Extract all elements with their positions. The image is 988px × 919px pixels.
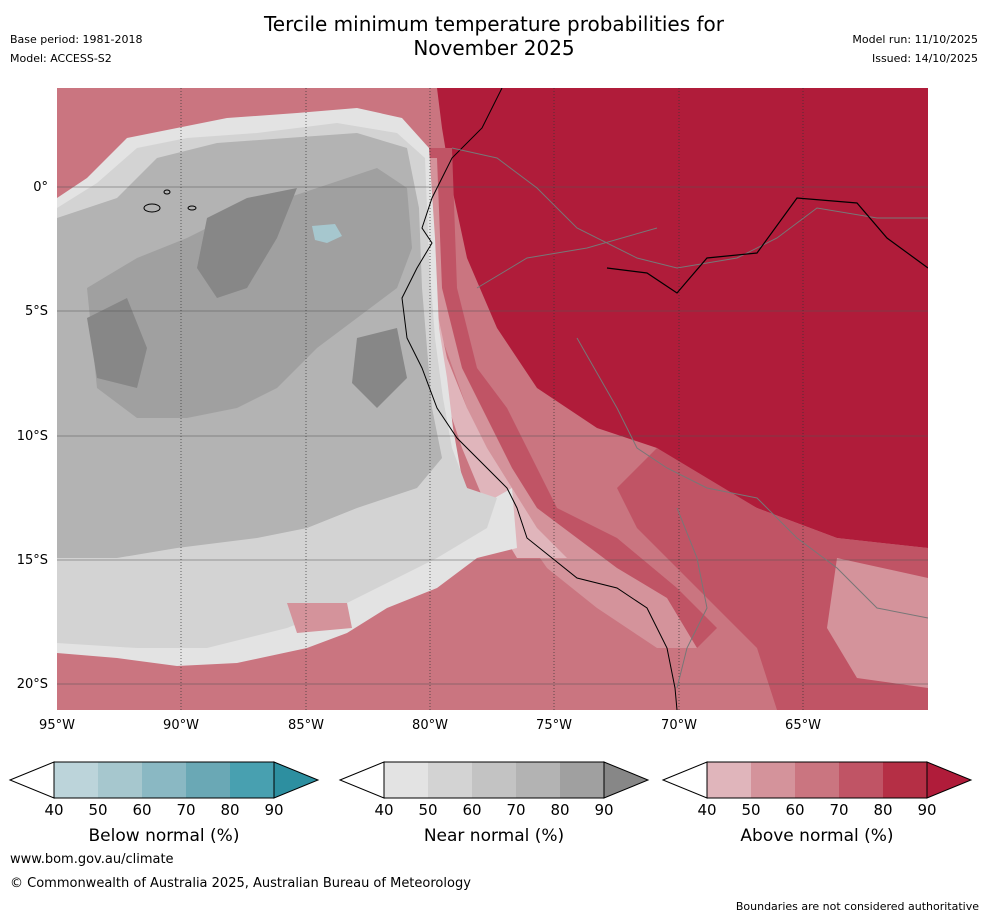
- colorbar-below-tick: 40: [44, 801, 64, 819]
- region-near-90-c: [352, 328, 407, 408]
- footer-url[interactable]: www.bom.gov.au/climate: [10, 852, 174, 867]
- lon-label-65w: 65°W: [785, 718, 821, 733]
- galapagos-island: [187, 205, 197, 211]
- lon-label-70w: 70°W: [661, 718, 697, 733]
- lat-label-15s: 15°S: [16, 553, 48, 568]
- lon-label-85w: 85°W: [288, 718, 324, 733]
- colorbar-near-tick: 40: [374, 801, 394, 819]
- colorbar-near-label: Near normal (%): [423, 826, 565, 846]
- colorbar-below-max-arrow: [273, 761, 320, 799]
- lat-label-0: 0°: [33, 180, 48, 195]
- colorbar-above-bin: [883, 762, 927, 798]
- colorbar-near-bin: [560, 762, 604, 798]
- title-line-1: Tercile minimum temperature probabilitie…: [263, 12, 725, 36]
- colorbar-near-bin: [384, 762, 428, 798]
- colorbar-below-tick: 50: [88, 801, 108, 819]
- region-above-60-patch: [287, 603, 352, 633]
- colorbar-near-frame: [383, 761, 605, 799]
- colorbar-below-bin: [54, 762, 98, 798]
- colorbar-below-bin: [186, 762, 230, 798]
- border-line-1: [451, 147, 928, 269]
- colorbar-above-frame: [706, 761, 928, 799]
- issued-date: Issued: 14/10/2025: [871, 52, 978, 65]
- colorbar-below-bin: [230, 762, 274, 798]
- probability-map: [57, 88, 928, 710]
- colorbar-near-bin: [428, 762, 472, 798]
- region-below-50: [312, 224, 342, 243]
- colorbar-below-frame: [53, 761, 275, 799]
- colorbar-below-label: Below normal (%): [88, 826, 240, 846]
- footer-disclaimer: Boundaries are not considered authoritat…: [735, 900, 979, 913]
- region-above-60: [827, 558, 928, 688]
- colorbar-near-min-arrow: [338, 761, 385, 799]
- colorbar-below-tick: 90: [264, 801, 284, 819]
- lon-label-75w: 75°W: [536, 718, 572, 733]
- colorbar-near-tick: 50: [418, 801, 438, 819]
- colorbar-above-tick: 50: [741, 801, 761, 819]
- model-run: Model run: 11/10/2025: [852, 33, 978, 46]
- colorbar-near-tick: 80: [550, 801, 570, 819]
- colorbar-below: [8, 761, 320, 799]
- colorbar-above-tick: 60: [785, 801, 805, 819]
- lon-label-90w: 90°W: [163, 718, 199, 733]
- colorbar-below-bin: [142, 762, 186, 798]
- title-line-2: November 2025: [413, 36, 575, 60]
- lon-label-95w: 95°W: [39, 718, 75, 733]
- border-line-3: [576, 337, 928, 619]
- colorbar-below-tick: 80: [220, 801, 240, 819]
- colorbar-below-tick: 70: [176, 801, 196, 819]
- colorbar-above-bin: [795, 762, 839, 798]
- colorbar-above-max-arrow: [926, 761, 973, 799]
- colorbar-above-bin: [839, 762, 883, 798]
- region-near-90-b: [87, 298, 147, 388]
- lat-label-10s: 10°S: [16, 429, 48, 444]
- colorbar-near-tick: 70: [506, 801, 526, 819]
- colorbar-above-label: Above normal (%): [740, 826, 894, 846]
- colorbar-near-tick: 60: [462, 801, 482, 819]
- colorbar-above-bin: [707, 762, 751, 798]
- colorbar-above-tick: 80: [873, 801, 893, 819]
- colorbar-near-tick: 90: [594, 801, 614, 819]
- colorbar-below-tick: 60: [132, 801, 152, 819]
- colorbar-below-min-arrow: [8, 761, 55, 799]
- galapagos-island: [143, 203, 161, 213]
- colorbar-below-bin: [98, 762, 142, 798]
- base-period: Base period: 1981-2018: [10, 33, 143, 46]
- colorbar-near-bin: [472, 762, 516, 798]
- lat-label-20s: 20°S: [16, 677, 48, 692]
- border-line-2: [476, 227, 658, 289]
- colorbar-near-max-arrow: [603, 761, 650, 799]
- region-above-90: [437, 88, 928, 548]
- lon-label-80w: 80°W: [412, 718, 448, 733]
- model-name: Model: ACCESS-S2: [10, 52, 112, 65]
- coastline: [401, 88, 678, 710]
- colorbar-above-bin: [751, 762, 795, 798]
- colorbar-above-min-arrow: [661, 761, 708, 799]
- colorbar-near: [338, 761, 650, 799]
- footer-copyright: © Commonwealth of Australia 2025, Austra…: [10, 876, 471, 891]
- graticule: [57, 186, 928, 685]
- colorbar-above-tick: 40: [697, 801, 717, 819]
- galapagos-island: [163, 189, 171, 195]
- colorbar-near-bin: [516, 762, 560, 798]
- colorbar-above: [661, 761, 973, 799]
- lat-label-5s: 5°S: [24, 304, 48, 319]
- amazon-river: [606, 197, 928, 294]
- border-line-4: [676, 507, 708, 689]
- region-near-90-a: [197, 188, 297, 298]
- colorbar-above-tick: 90: [917, 801, 937, 819]
- page-title: Tercile minimum temperature probabilitie…: [0, 12, 988, 60]
- colorbar-above-tick: 70: [829, 801, 849, 819]
